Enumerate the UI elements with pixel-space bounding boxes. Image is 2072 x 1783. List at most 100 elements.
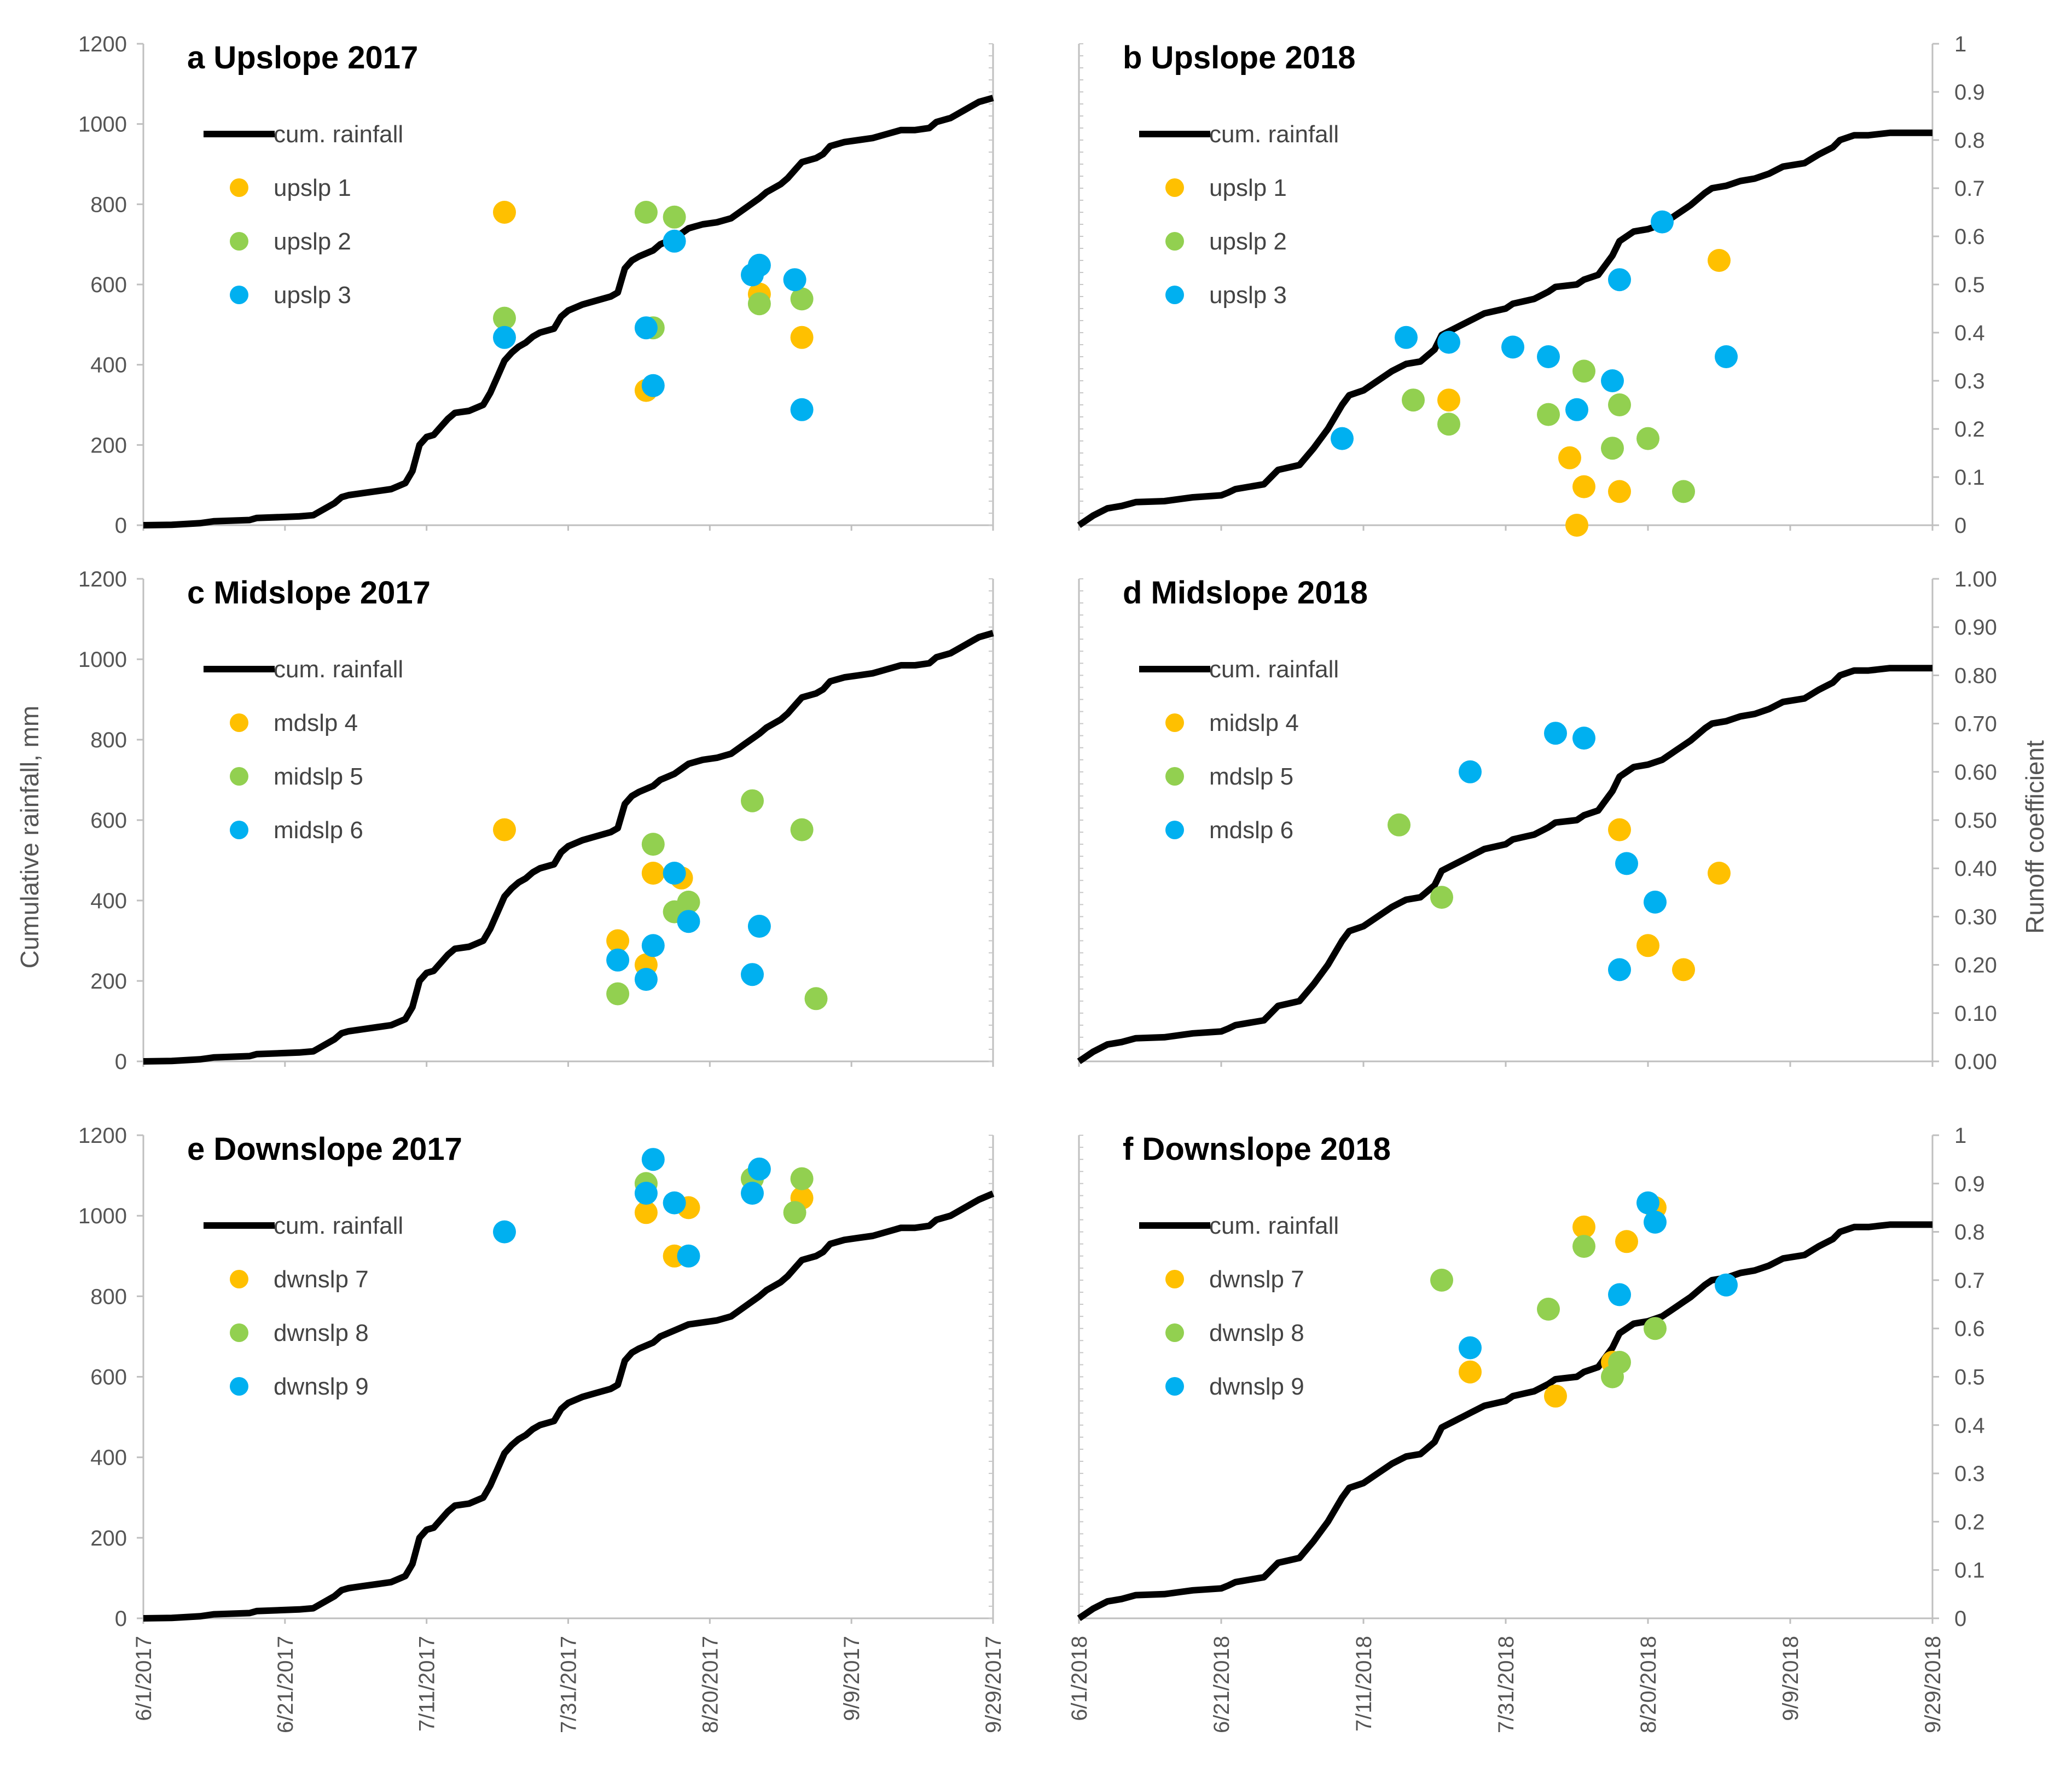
series-2-point	[1430, 1268, 1453, 1292]
series-1-point	[1615, 1230, 1638, 1253]
series-3-point	[747, 1157, 771, 1181]
rainfall-line	[143, 630, 994, 1065]
legend-series-1-swatch	[230, 713, 248, 732]
panel-a: 0 200 400 600 800 1000 1200 a Upslope 2017 cum. …	[78, 32, 994, 538]
series-3-point	[663, 1191, 686, 1215]
y-left-tick-label: 800	[90, 193, 127, 217]
y-left-tick-label: 200	[90, 1526, 127, 1550]
y-right-tick-label: 0.5	[1954, 1366, 1985, 1390]
legend-rainfall-label: cum. rainfall	[274, 121, 403, 148]
y-left-tick-label: 400	[90, 1446, 127, 1470]
y-right-tick-label: 0.60	[1954, 760, 1997, 785]
series-2-point	[1388, 813, 1411, 837]
series-1-point	[641, 862, 665, 885]
y-left-tick-label: 0	[115, 514, 127, 538]
y-right-tick-label: 0.80	[1954, 664, 1997, 688]
y-right-tick-label: 0.20	[1954, 954, 1997, 978]
legend-rainfall-label: cum. rainfall	[1209, 1212, 1339, 1239]
series-1-point	[1565, 514, 1588, 537]
series-2-point	[783, 1201, 806, 1224]
rainfall-line	[1077, 665, 1932, 1064]
y-right-tick-label: 0.30	[1954, 905, 1997, 929]
rainfall-line	[1077, 1221, 1932, 1621]
series-1-point	[493, 201, 516, 224]
series-3-point	[1608, 268, 1631, 292]
legend-rainfall-label: cum. rainfall	[1209, 656, 1339, 683]
series-3-point	[493, 326, 516, 349]
series-3-point	[747, 915, 771, 938]
series-3-point	[1501, 335, 1524, 359]
x-tick-label: 6/21/2017	[274, 1636, 298, 1733]
y-left-tick-label: 400	[90, 889, 127, 913]
series-3-point	[663, 862, 686, 885]
y-left-tick-label: 1000	[78, 1204, 127, 1228]
y-right-tick-label: 0.10	[1954, 1002, 1997, 1026]
legend-series-1-swatch	[1165, 178, 1184, 197]
x-tick-label: 9/29/2017	[982, 1636, 1006, 1733]
series-3-point	[663, 229, 686, 253]
series-2-point	[1608, 1351, 1631, 1374]
y-right-tick-label: 0.50	[1954, 809, 1997, 833]
series-3-point	[1459, 760, 1482, 783]
series-1-point	[1572, 475, 1595, 498]
series-1-point	[1672, 958, 1695, 981]
series-2-point	[677, 890, 700, 914]
y-right-tick-label: 0.90	[1954, 615, 1997, 640]
y-left-tick-label: 1000	[78, 113, 127, 137]
y-left-tick-label: 0	[115, 1050, 127, 1074]
series-3-point	[606, 948, 630, 972]
panel-d: 0.00 0.10 0.20 0.30 0.40 0.50 0.60 0.70 0.80 0.90…	[1077, 567, 1997, 1074]
x-tick-label: 6/21/2018	[1210, 1636, 1234, 1733]
panel-title: a Upslope 2017	[187, 40, 418, 75]
series-2-point	[747, 292, 771, 316]
series-3-point	[641, 1148, 665, 1171]
rainfall-line	[143, 1190, 995, 1622]
legend-series-3-label: upslp 3	[274, 282, 351, 309]
legend-series-1-swatch	[1165, 1270, 1184, 1288]
x-tick-label: 8/20/2018	[1636, 1636, 1661, 1733]
series-3-point	[677, 910, 700, 933]
series-3-point	[634, 1182, 658, 1205]
legend-series-1-swatch	[1165, 713, 1184, 732]
series-2-point	[606, 982, 630, 1006]
series-3-point	[1715, 345, 1738, 368]
series-3-point	[1715, 1273, 1738, 1297]
series-1-point	[1459, 1360, 1482, 1384]
series-3-point	[741, 1182, 764, 1205]
x-tick-label: 7/11/2017	[415, 1636, 439, 1732]
series-2-point	[1537, 403, 1560, 426]
y-left-tick-label: 1200	[78, 567, 127, 591]
y-left-tick-label: 200	[90, 433, 127, 457]
series-2-point	[641, 833, 665, 856]
series-2-point	[1437, 413, 1460, 436]
y-left-tick-label: 600	[90, 273, 127, 297]
y-left-tick-label: 800	[90, 1285, 127, 1309]
y-left-tick-label: 1200	[78, 1124, 127, 1148]
series-3-point	[493, 1220, 516, 1244]
legend-series-3-swatch	[230, 821, 248, 839]
x-tick-label: 7/31/2018	[1494, 1636, 1518, 1733]
legend-rainfall-label: cum. rainfall	[274, 656, 403, 683]
y-right-tick-label: 0.2	[1954, 1510, 1985, 1534]
legend-series-1-label: dwnslp 7	[1209, 1266, 1304, 1293]
y-left-tick-label: 600	[90, 1366, 127, 1390]
legend-series-3-label: dwnslp 9	[1209, 1373, 1304, 1400]
legend-series-3-swatch	[1165, 821, 1184, 839]
x-tick-label: 9/9/2018	[1779, 1636, 1803, 1721]
series-3-point	[1644, 1210, 1667, 1234]
panel-title: d Midslope 2018	[1123, 575, 1368, 611]
y-right-tick-label: 0.4	[1954, 1414, 1985, 1438]
x-tick-label: 9/9/2017	[840, 1636, 864, 1721]
series-1-point	[606, 929, 630, 953]
y-right-tick-label: 0.8	[1954, 1221, 1985, 1245]
legend-series-3-label: upslp 3	[1209, 282, 1287, 309]
y-right-tick-label: 0.6	[1954, 1317, 1985, 1341]
legend-series-1-label: upslp 1	[1209, 175, 1287, 201]
y-right-tick-label: 0.6	[1954, 225, 1985, 249]
y-left-tick-label: 400	[90, 353, 127, 377]
series-3-point	[790, 398, 814, 421]
panel-b: 0 0.1 0.2 0.3 0.4 0.5 0.6 0.7 0.8 0.9 1 b Upslope 2…	[1077, 32, 1985, 538]
legend-series-3-swatch	[1165, 286, 1184, 304]
legend-series-2-swatch	[1165, 232, 1184, 251]
series-3-point	[1395, 326, 1418, 349]
